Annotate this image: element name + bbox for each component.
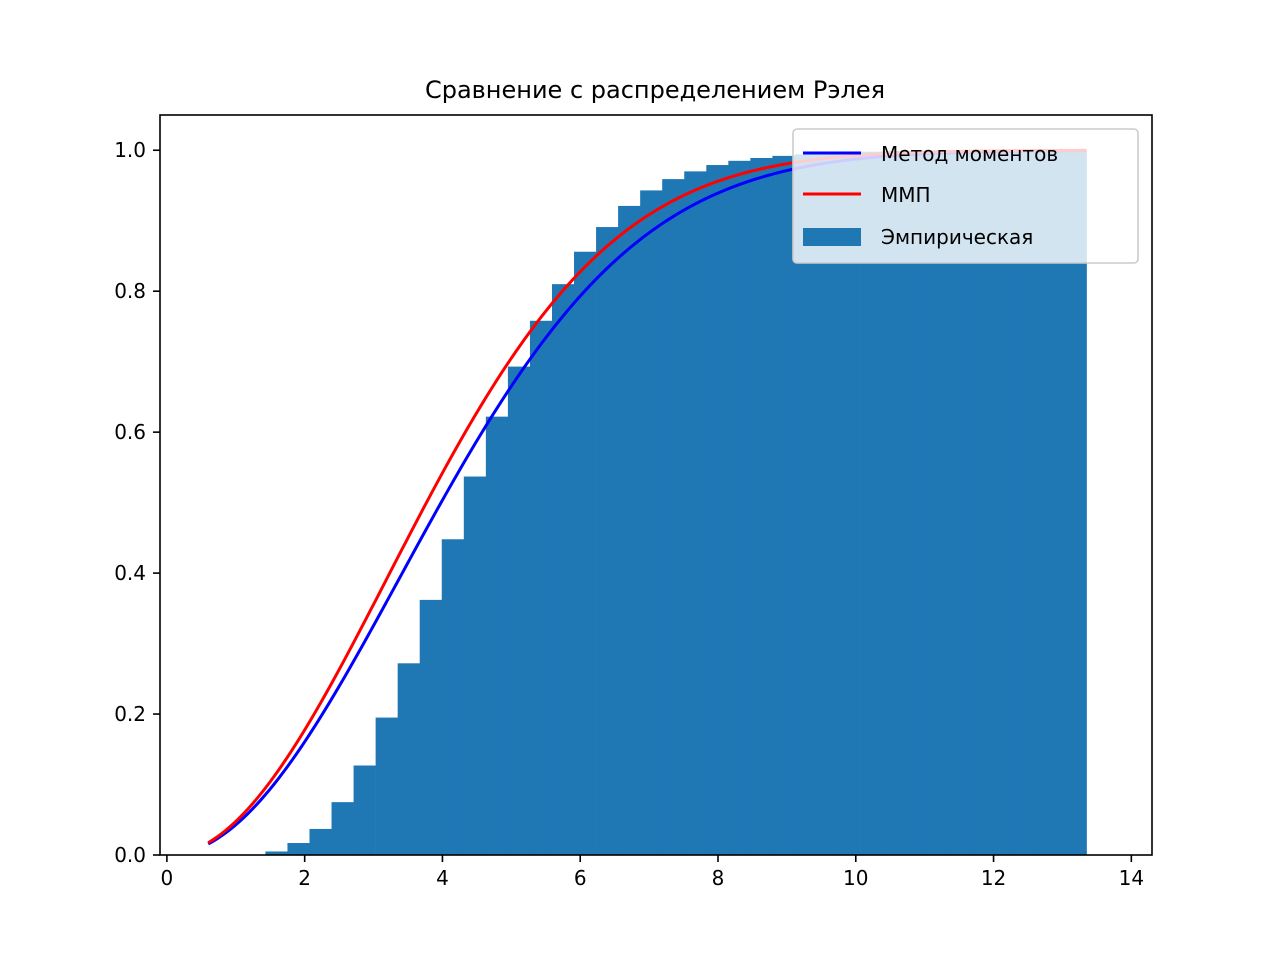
- y-tick-label: 0.0: [114, 843, 146, 867]
- histogram-bar: [375, 717, 398, 855]
- y-tick-label: 0.4: [114, 561, 146, 585]
- x-tick-label: 8: [712, 866, 725, 890]
- y-tick-label: 0.2: [114, 702, 146, 726]
- histogram-bar: [507, 366, 531, 855]
- histogram-bar: [640, 190, 663, 855]
- histogram-bar: [1059, 150, 1087, 855]
- histogram-bar: [838, 152, 861, 855]
- x-tick-label: 2: [298, 866, 311, 890]
- histogram-bar: [353, 765, 376, 855]
- histogram-bar: [618, 205, 641, 855]
- histogram-bar: [904, 150, 928, 855]
- histogram-bar: [331, 802, 354, 855]
- histogram-bar: [551, 284, 575, 856]
- plot-area: [207, 148, 1087, 856]
- y-axis: 0.0 0.2 0.4 0.6 0.8 1.0: [114, 138, 160, 867]
- histogram-bar: [750, 157, 773, 855]
- histogram-bar: [926, 150, 950, 855]
- y-tick-label: 0.6: [114, 420, 146, 444]
- histogram-bar: [948, 150, 972, 855]
- chart-title: Сравнение с распределением Рэлея: [425, 76, 885, 104]
- histogram-bar: [419, 599, 443, 855]
- x-tick-label: 0: [161, 866, 174, 890]
- legend: Метод моментов ММП Эмпирическая: [792, 128, 1139, 264]
- histogram-bar: [265, 851, 288, 855]
- histogram-bar: [970, 150, 994, 855]
- y-tick-label: 0.8: [114, 279, 146, 303]
- histogram-bar: [574, 251, 597, 855]
- y-tick-label: 1.0: [114, 138, 146, 162]
- histogram-bar: [706, 165, 729, 856]
- histogram-bar: [1014, 150, 1038, 855]
- x-tick-label: 10: [843, 866, 868, 890]
- x-tick-label: 4: [436, 866, 449, 890]
- histogram-bar: [860, 151, 883, 856]
- histogram-bar: [397, 663, 421, 855]
- histogram-bar: [728, 160, 751, 856]
- legend-box: [792, 128, 1139, 264]
- histogram-bar: [882, 150, 905, 855]
- x-tick-label: 12: [981, 866, 1006, 890]
- histogram-bar: [441, 539, 465, 855]
- histogram-bar: [816, 153, 839, 856]
- histogram-bar: [794, 154, 817, 855]
- histogram-bar: [662, 179, 685, 856]
- legend-label-empirical: Эмпирическая: [881, 225, 1033, 249]
- histogram-bar: [485, 416, 509, 855]
- x-axis: 0 2 4 6 8 10 12 14: [161, 855, 1144, 890]
- legend-swatch-empirical: [803, 228, 861, 246]
- histogram-bar: [772, 155, 795, 855]
- histogram-bar: [463, 476, 487, 855]
- histogram-bar: [684, 171, 707, 855]
- histogram-bar: [287, 843, 310, 855]
- histogram-bar: [596, 227, 619, 856]
- axes-frame: [159, 114, 1153, 856]
- histogram-bar: [992, 150, 1016, 855]
- histogram-bar: [309, 828, 332, 855]
- x-tick-label: 14: [1119, 866, 1144, 890]
- histogram-bar: [529, 320, 553, 855]
- legend-label-mle: ММП: [881, 183, 931, 207]
- histogram-bar: [1036, 150, 1060, 855]
- x-tick-label: 6: [574, 866, 587, 890]
- legend-label-method-of-moments: Метод моментов: [881, 142, 1058, 166]
- histogram-bars: [265, 150, 1087, 856]
